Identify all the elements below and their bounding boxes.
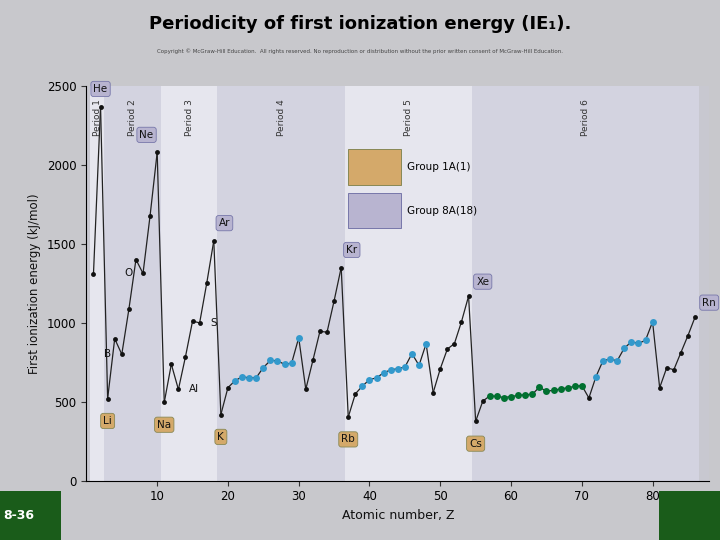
Text: Period 2: Period 2 [128,99,137,136]
Text: O: O [124,268,132,279]
Text: Periodicity of first ionization energy (IE₁).: Periodicity of first ionization energy (… [149,15,571,33]
Text: Rn: Rn [702,298,716,308]
Text: Period 4: Period 4 [276,99,286,136]
FancyBboxPatch shape [348,193,401,228]
Text: Ar: Ar [219,218,230,228]
FancyBboxPatch shape [348,150,401,185]
Text: B: B [104,349,111,359]
Text: Ne: Ne [140,130,153,140]
Y-axis label: First ionization energy (kJ/mol): First ionization energy (kJ/mol) [29,193,42,374]
Bar [161,86,217,481]
Text: Al: Al [189,384,199,394]
X-axis label: Atomic number, Z: Atomic number, Z [341,509,454,522]
Bar [90,86,104,481]
Text: Xe: Xe [476,276,489,287]
Text: Na: Na [157,420,171,430]
Bar [472,86,698,481]
Bar [217,86,345,481]
Text: K: K [217,432,224,442]
Text: He: He [94,84,107,94]
Text: Rb: Rb [341,434,355,444]
Text: Period 5: Period 5 [404,99,413,136]
Text: Kr: Kr [346,245,357,255]
Text: Period 3: Period 3 [184,99,194,136]
Text: Period 6: Period 6 [581,99,590,136]
Text: Group 1A(1): Group 1A(1) [407,162,471,172]
Text: Li: Li [103,416,112,426]
Bar [104,86,161,481]
Text: 8-36: 8-36 [4,509,35,522]
Text: Copyright © McGraw-Hill Education.  All rights reserved. No reproduction or dist: Copyright © McGraw-Hill Education. All r… [157,49,563,54]
Text: Period 1: Period 1 [92,99,102,136]
Text: S: S [210,318,217,328]
Text: Group 8A(18): Group 8A(18) [407,206,477,215]
Text: Cs: Cs [469,438,482,449]
Bar [345,86,472,481]
